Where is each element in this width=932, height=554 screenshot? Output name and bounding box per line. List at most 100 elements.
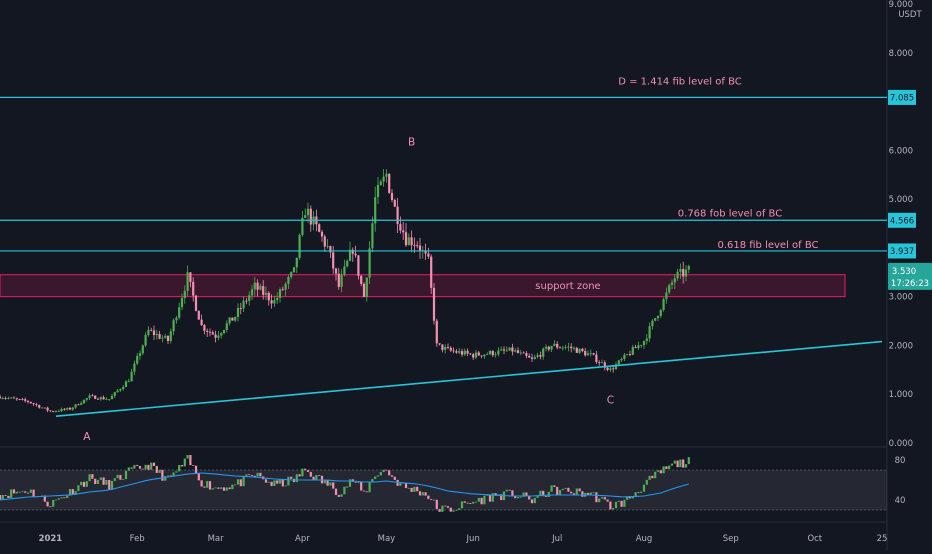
rsi-bar (626, 496, 629, 500)
candle (256, 279, 259, 297)
candle-body (337, 273, 340, 287)
candle-body (32, 403, 35, 405)
rsi-bar (595, 492, 598, 503)
candle (242, 296, 245, 313)
candle (239, 302, 242, 315)
candle (74, 404, 77, 410)
candle-body (614, 364, 618, 370)
candle (556, 341, 559, 350)
candle (222, 329, 226, 335)
rsi-bar (508, 489, 511, 491)
candle-body (57, 410, 60, 412)
rsi-bar (175, 471, 178, 473)
candle (427, 247, 430, 259)
candle-body (127, 381, 130, 383)
candle-body (116, 390, 119, 393)
candle-body (264, 292, 268, 295)
rsi-bar (404, 482, 408, 489)
rsi-bar (29, 489, 32, 493)
candle (211, 330, 214, 335)
rsi-bar (270, 481, 273, 487)
candle-body (222, 329, 226, 334)
candle-body (169, 331, 172, 341)
rsi-bar (460, 501, 464, 509)
candle-body (323, 236, 326, 247)
candle-body (620, 358, 623, 361)
rsi-bar (410, 487, 413, 492)
candle-body (332, 252, 335, 269)
candle (108, 399, 111, 401)
rsi-bar (500, 494, 503, 501)
candle-body (556, 343, 559, 348)
rsi-bar (26, 492, 30, 494)
candle (284, 282, 287, 297)
rsi-bar (603, 497, 606, 500)
rsi-bar (578, 488, 581, 492)
candle-body (396, 206, 399, 225)
candle (127, 378, 130, 383)
rsi-bar (687, 457, 690, 465)
candle (329, 245, 332, 259)
candle-body (642, 341, 646, 346)
rsi-bar (228, 487, 231, 490)
candle (486, 352, 489, 355)
candle (600, 359, 604, 364)
rsi-bar (32, 489, 35, 498)
rsi-bar (94, 478, 97, 485)
support-zone[interactable] (0, 274, 846, 298)
rsi-bar (396, 479, 399, 486)
rsi-bar (385, 469, 388, 471)
rsi-bar (287, 476, 290, 486)
candle-body (110, 395, 114, 400)
candle (292, 267, 296, 274)
candle-body (24, 399, 27, 401)
candle-body (497, 350, 500, 355)
rsi-bar (242, 475, 245, 487)
candle (494, 351, 497, 358)
candle-body (46, 407, 49, 411)
rsi-bar (144, 464, 147, 470)
rsi-bar (522, 492, 525, 497)
candle-body (413, 245, 416, 247)
candle-body (612, 368, 615, 370)
rsi-bar (528, 495, 531, 500)
rsi-bar (533, 497, 536, 504)
candle (514, 348, 517, 353)
rsi-bar (334, 488, 338, 495)
candle (38, 404, 41, 409)
rsi-bar (102, 477, 105, 485)
candle-body (617, 360, 620, 365)
candle-body (570, 346, 573, 349)
candle (505, 346, 508, 352)
support-zone-label: support zone (535, 281, 600, 292)
rsi-bar (441, 505, 444, 512)
candle-body (172, 320, 175, 332)
candle (217, 330, 220, 341)
candle-body (94, 395, 97, 399)
candle-body (301, 217, 304, 235)
trendline[interactable] (55, 340, 883, 417)
candle-body (52, 411, 55, 413)
candle-body (665, 292, 668, 300)
candle-body (63, 408, 66, 410)
rsi-bar (598, 498, 601, 503)
candle-body (500, 349, 503, 351)
candle (113, 391, 116, 399)
candle (402, 221, 405, 240)
rsi-bar (581, 491, 584, 497)
rsi-bar (388, 470, 391, 476)
candle (539, 351, 542, 360)
rsi-bar (192, 465, 195, 466)
y-tick-label: 6.000 (889, 146, 913, 156)
candle (4, 396, 7, 400)
rsi-bar (273, 480, 276, 487)
rsi-bar (152, 462, 156, 466)
candle (203, 324, 206, 335)
x-tick-label: Jun (466, 534, 480, 544)
y-tick-label: 8.000 (889, 49, 913, 59)
axis-layer: USDT0.0001.0002.0003.0004.0005.0006.0007… (39, 0, 932, 544)
candle-body (393, 199, 396, 207)
rsi-bar (645, 479, 648, 485)
